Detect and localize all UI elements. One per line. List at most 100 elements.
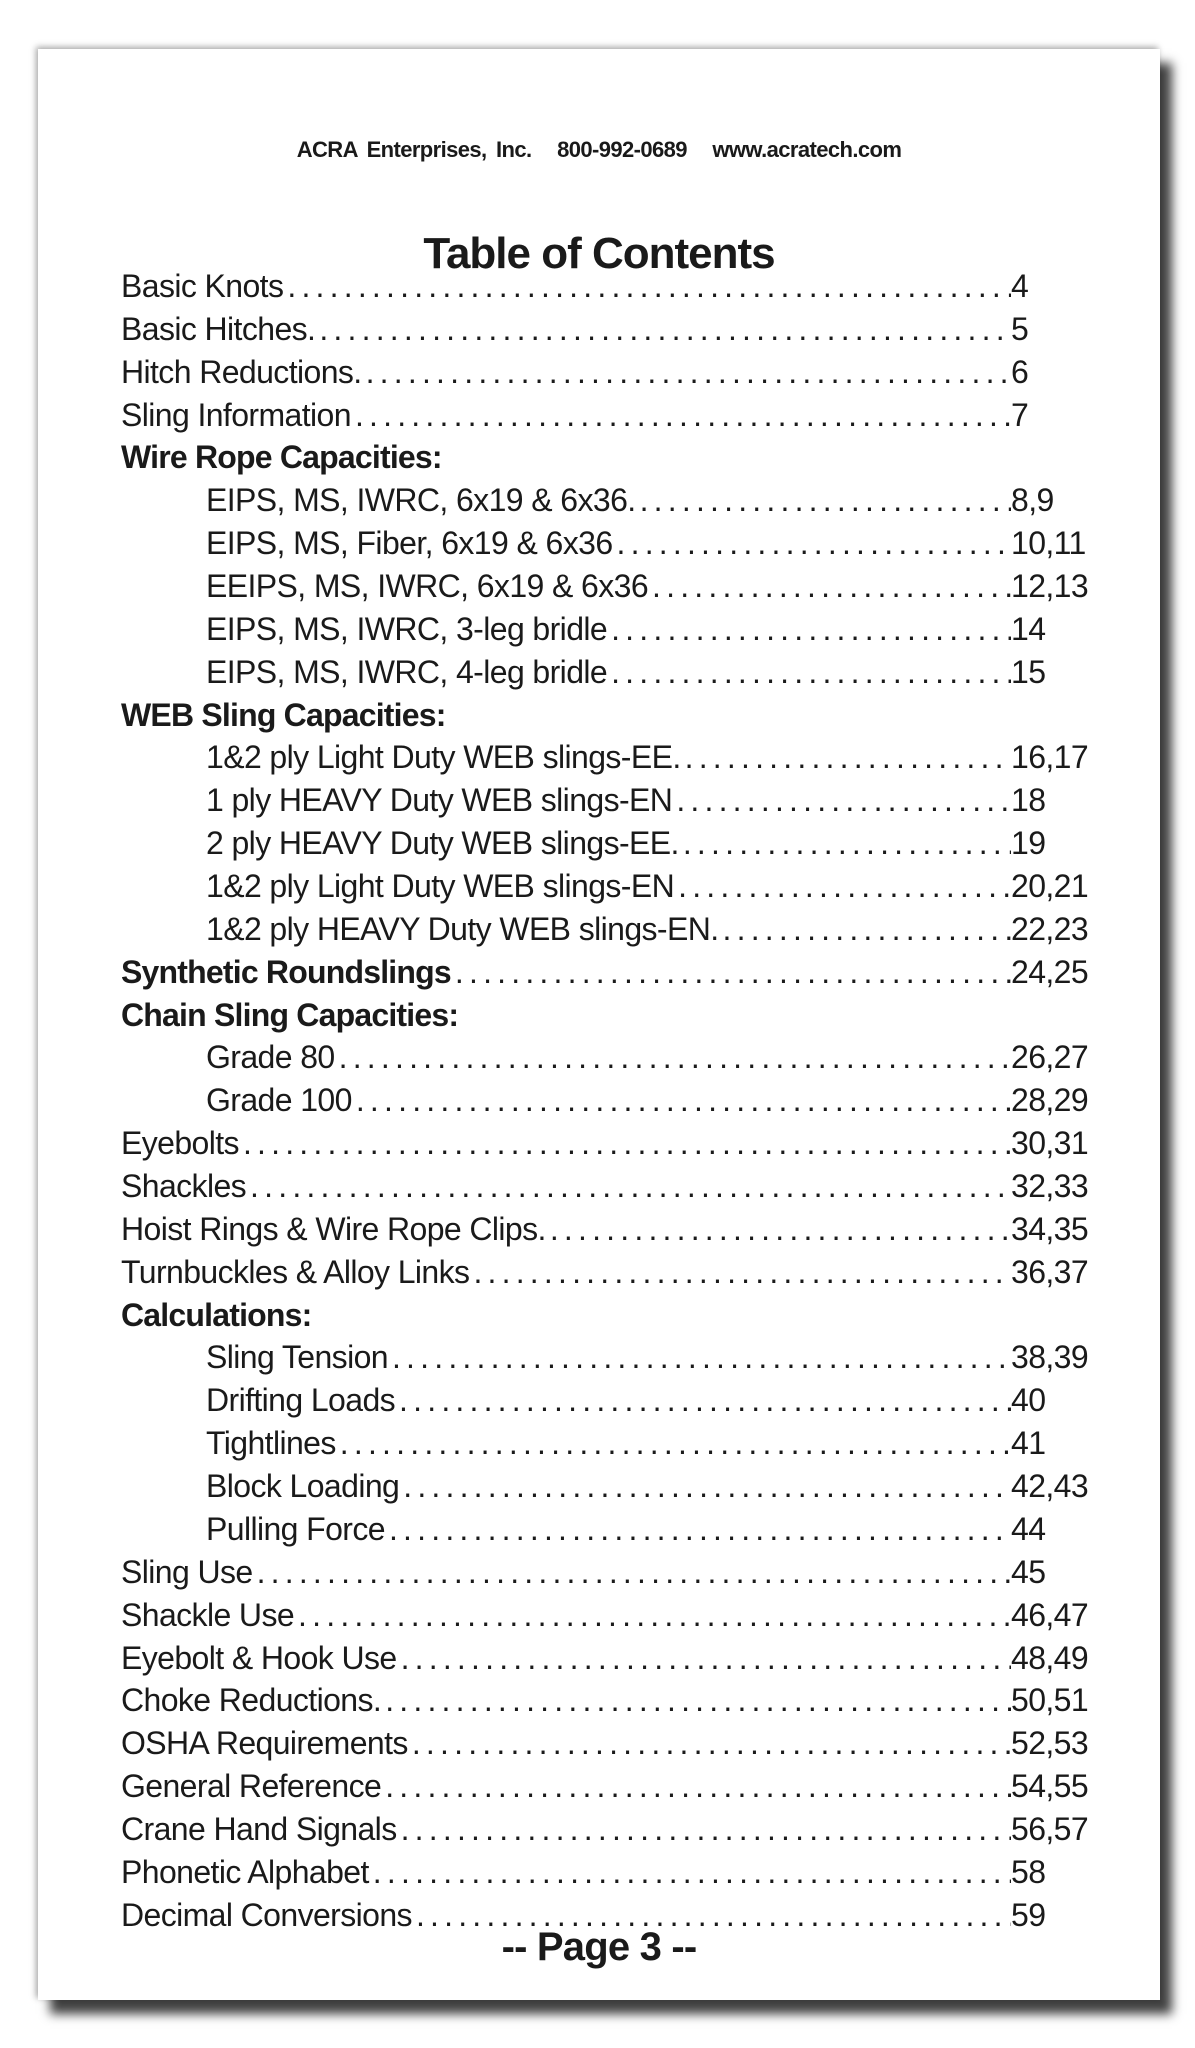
toc-entry-page: 56,57 <box>1011 1810 1089 1847</box>
toc-entry-label: Block Loading <box>206 1468 400 1505</box>
toc-entry-label: Basic Knots <box>121 268 284 304</box>
dot-leader: ........................................… <box>354 396 1011 433</box>
toc-entry: Turnbuckles & Alloy Links...............… <box>121 1251 1131 1294</box>
page-number-footer: -- Page 3 -- <box>501 1925 698 1969</box>
toc-entry-page: 26,27 <box>1011 1039 1089 1076</box>
toc-entry: EIPS, MS, IWRC, 3-leg bridle............… <box>121 608 1131 651</box>
toc-entry: Basic Hitches...........................… <box>121 308 1131 351</box>
toc-entry-page: 28,29 <box>1011 1082 1089 1119</box>
toc-entry: Decimal Conversions.....................… <box>121 1894 1131 1937</box>
toc-entry-page: 34,35 <box>1011 1210 1089 1247</box>
toc-entry: Tightlines..............................… <box>121 1422 1131 1465</box>
document-page: ACRA Enterprises, Inc. 800-992-0689 www.… <box>38 49 1160 2000</box>
toc-entry: EIPS, MS, IWRC, 4-leg bridle............… <box>121 651 1131 694</box>
toc-entry-page: 7 <box>1011 396 1029 433</box>
toc-entry-label: EIPS, MS, IWRC, 4-leg bridle <box>206 653 608 690</box>
toc-entry: EIPS, MS, Fiber, 6x19 & 6x36............… <box>121 522 1131 565</box>
toc-entry-label: EEIPS, MS, IWRC, 6x19 & 6x36 <box>206 568 649 605</box>
toc-entry: Sling Tension...........................… <box>121 1336 1131 1379</box>
toc-entry: Block Loading...........................… <box>121 1465 1131 1508</box>
toc-entry: Grade 100...............................… <box>121 1079 1131 1122</box>
toc-entry: Shackles................................… <box>121 1165 1131 1208</box>
toc-entry-label: Grade 80 <box>206 1039 335 1076</box>
dot-leader: ........................................… <box>338 1039 1011 1076</box>
toc-entry-label: Crane Hand Signals <box>121 1810 397 1847</box>
toc-entry-page: 54,55 <box>1011 1768 1089 1805</box>
toc-entry: 1 ply HEAVY Duty WEB slings-EN..........… <box>121 779 1131 822</box>
dot-leader: ........................................… <box>287 268 1011 304</box>
dot-leader: ........................................… <box>415 1896 1011 1933</box>
dot-leader: ........................................… <box>355 1082 1011 1119</box>
toc-entry-label: 1&2 ply Light Duty WEB slings-EE. <box>206 739 681 776</box>
dot-leader: ........................................… <box>365 353 1011 390</box>
dot-leader: ........................................… <box>385 1682 1011 1719</box>
toc-entry-label: 2 ply HEAVY Duty WEB slings-EE. <box>206 825 679 862</box>
toc-entry: EEIPS, MS, IWRC, 6x19 & 6x36............… <box>121 565 1131 608</box>
dot-leader: ........................................… <box>400 1639 1011 1676</box>
toc-entry: Phonetic Alphabet.......................… <box>121 1851 1131 1894</box>
dot-leader: ........................................… <box>652 568 1011 605</box>
toc-entry: Hitch Reductions........................… <box>121 351 1131 394</box>
dot-leader: ........................................… <box>454 953 1011 990</box>
toc-entry: Pulling Force...........................… <box>121 1508 1131 1551</box>
dot-leader: ........................................… <box>722 910 1011 947</box>
toc-entry: Synthetic Roundslings...................… <box>121 951 1131 994</box>
company-name: ACRA Enterprises, Inc. <box>296 137 532 162</box>
dot-leader: ........................................… <box>319 310 1011 347</box>
toc-entry-page: 45 <box>1011 1553 1046 1590</box>
dot-leader: ........................................… <box>256 1553 1011 1590</box>
toc-entry-label: Hoist Rings & Wire Rope Clips. <box>121 1210 546 1247</box>
dot-leader: ........................................… <box>242 1125 1011 1162</box>
dot-leader: ........................................… <box>549 1210 1011 1247</box>
toc-entry-page: 4 <box>1011 268 1029 304</box>
toc-entry-page: 58 <box>1011 1853 1046 1890</box>
toc-entry-label: Decimal Conversions <box>121 1896 413 1933</box>
dot-leader: ........................................… <box>339 1425 1011 1462</box>
toc-entry-page: 6 <box>1011 353 1029 390</box>
dot-leader: ........................................… <box>388 1510 1011 1547</box>
toc-entry-page: 44 <box>1011 1510 1046 1547</box>
toc-section-heading: WEB Sling Capacities: <box>121 694 1131 737</box>
toc-entry: Crane Hand Signals......................… <box>121 1808 1131 1851</box>
dot-leader: ........................................… <box>678 868 1011 905</box>
toc-entry: Grade 80................................… <box>121 1036 1131 1079</box>
toc-entry-label: Synthetic Roundslings <box>121 953 452 990</box>
toc-entry: Drifting Loads..........................… <box>121 1379 1131 1422</box>
toc-entry-label: Basic Hitches. <box>121 310 316 347</box>
dot-leader: ........................................… <box>616 525 1011 562</box>
toc-entry-page: 42,43 <box>1011 1468 1089 1505</box>
toc-entry-page: 40 <box>1011 1382 1046 1419</box>
toc-entry-label: Sling Information <box>121 396 352 433</box>
toc-entry: 2 ply HEAVY Duty WEB slings-EE..........… <box>121 822 1131 865</box>
toc-entry: Eyebolt & Hook Use......................… <box>121 1637 1131 1680</box>
toc-entry-label: Tightlines <box>206 1425 336 1462</box>
toc-section-heading: Chain Sling Capacities: <box>121 994 1131 1037</box>
toc-section-heading: Calculations: <box>121 1294 1131 1337</box>
toc-entry-page: 15 <box>1011 653 1046 690</box>
toc-entry-label: 1&2 ply HEAVY Duty WEB slings-EN. <box>206 910 719 947</box>
dot-leader: ........................................… <box>473 1253 1011 1290</box>
toc-entry: Hoist Rings & Wire Rope Clips...........… <box>121 1208 1131 1251</box>
website: www.acratech.com <box>712 137 902 162</box>
toc-entry-label: EIPS, MS, IWRC, 6x19 & 6x36. <box>206 482 636 519</box>
toc-entry: Basic Knots.............................… <box>121 265 1131 308</box>
dot-leader: ........................................… <box>611 653 1011 690</box>
toc-entry: Eyebolts................................… <box>121 1122 1131 1165</box>
toc-entry-page: 14 <box>1011 610 1046 647</box>
toc-entry-label: Hitch Reductions. <box>121 353 362 390</box>
dot-leader: ........................................… <box>400 1810 1011 1847</box>
dot-leader: ........................................… <box>385 1768 1011 1805</box>
toc-entry-page: 36,37 <box>1011 1253 1089 1290</box>
toc-entry-label: EIPS, MS, Fiber, 6x19 & 6x36 <box>206 525 613 562</box>
toc-entry-label: Shackle Use <box>121 1596 295 1633</box>
toc-entry-label: Sling Tension <box>206 1339 389 1376</box>
dot-leader: ........................................… <box>372 1853 1011 1890</box>
toc-entry-label: WEB Sling Capacities: <box>121 696 446 733</box>
toc-entry-label: Grade 100 <box>206 1082 352 1119</box>
dot-leader: ........................................… <box>639 482 1011 519</box>
dot-leader: ........................................… <box>684 739 1011 776</box>
toc-entry-label: Turnbuckles & Alloy Links <box>121 1253 470 1290</box>
toc-entry-label: Calculations: <box>121 1296 312 1333</box>
dot-leader: ........................................… <box>399 1382 1011 1419</box>
toc-entry: 1&2 ply Light Duty WEB slings-EE........… <box>121 736 1131 779</box>
